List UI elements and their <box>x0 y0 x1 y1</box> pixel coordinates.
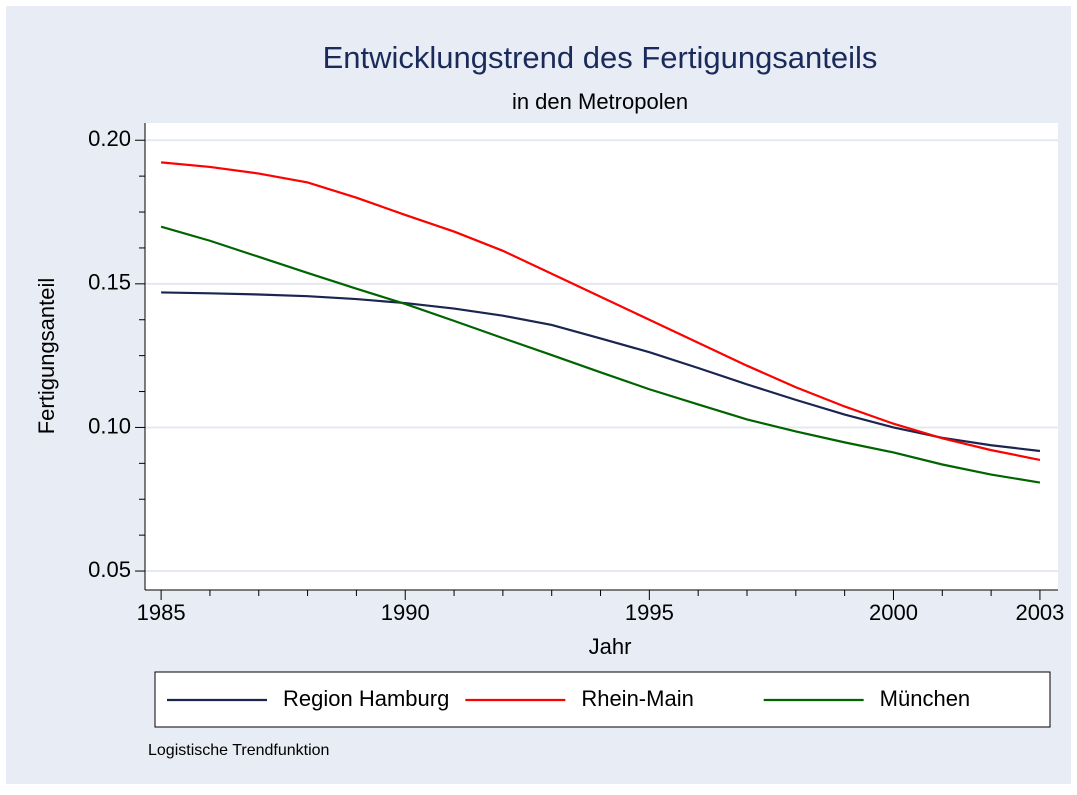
legend-label: Rhein-Main <box>581 686 694 711</box>
x-tick-label: 1990 <box>381 600 430 625</box>
legend-box <box>154 671 1051 728</box>
y-tick-label: 0.15 <box>88 270 131 295</box>
line-series <box>160 225 1041 484</box>
x-axis-label: Jahr <box>589 634 632 659</box>
x-tick-label: 2000 <box>869 600 918 625</box>
x-tick-label: 1985 <box>137 600 186 625</box>
legend-label: Region Hamburg <box>283 686 449 711</box>
plot-area <box>145 123 1058 590</box>
note: Logistische Trendfunktion <box>148 742 329 759</box>
line-series <box>161 291 1041 453</box>
legend-label: München <box>880 686 971 711</box>
y-tick-label: 0.10 <box>88 413 131 438</box>
line-series <box>161 161 1041 461</box>
y-axis-label: Fertigungsanteil <box>34 278 59 435</box>
chart-subtitle: in den Metropolen <box>512 89 688 114</box>
x-tick-label: 1995 <box>625 600 674 625</box>
x-tick-label: 2003 <box>1015 600 1064 625</box>
chart-title: Entwicklungstrend des Fertigungsanteils <box>323 40 878 75</box>
y-tick-label: 0.05 <box>88 557 131 582</box>
y-tick-label: 0.20 <box>88 126 131 151</box>
